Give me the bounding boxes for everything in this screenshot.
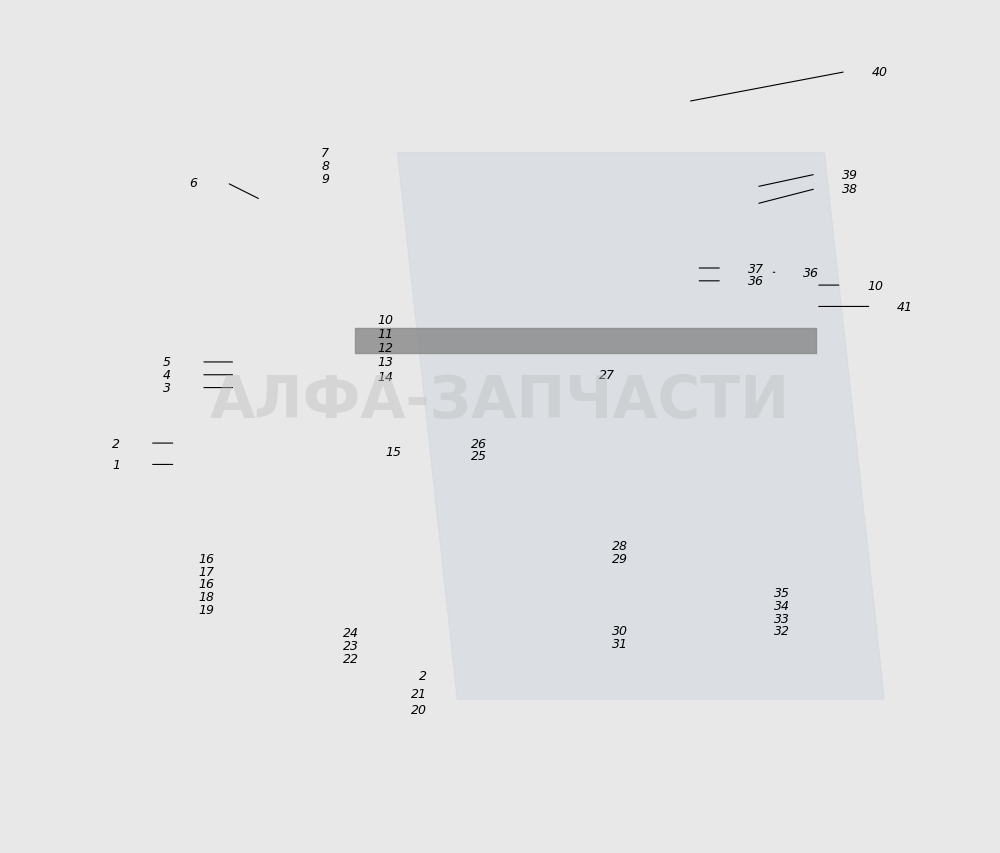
Text: 5: 5 — [163, 356, 171, 369]
Text: 39: 39 — [842, 168, 858, 182]
Text: 1: 1 — [112, 458, 120, 472]
Text: 34: 34 — [774, 599, 790, 612]
Text: 24: 24 — [343, 626, 359, 640]
Text: 7: 7 — [321, 147, 329, 160]
Text: 12: 12 — [377, 341, 393, 355]
Text: 37: 37 — [748, 262, 764, 276]
Text: 17: 17 — [198, 565, 214, 578]
Text: 41: 41 — [897, 300, 913, 314]
Text: 14: 14 — [377, 370, 393, 384]
Text: 9: 9 — [321, 172, 329, 186]
Text: 8: 8 — [321, 160, 329, 173]
Text: 22: 22 — [343, 652, 359, 665]
Text: 33: 33 — [774, 612, 790, 625]
Text: 23: 23 — [343, 639, 359, 653]
Text: 18: 18 — [198, 590, 214, 604]
Text: 4: 4 — [163, 368, 171, 382]
Text: 25: 25 — [471, 450, 487, 463]
Text: 20: 20 — [411, 703, 427, 717]
Text: 36: 36 — [748, 275, 764, 288]
Text: 3: 3 — [163, 381, 171, 395]
Text: 13: 13 — [377, 356, 393, 369]
Text: 21: 21 — [411, 687, 427, 700]
Text: 11: 11 — [377, 328, 393, 341]
Text: 10: 10 — [377, 313, 393, 327]
Text: 2: 2 — [419, 669, 427, 682]
Text: 26: 26 — [471, 437, 487, 450]
Text: 15: 15 — [386, 445, 402, 459]
Polygon shape — [398, 154, 884, 699]
Text: 2: 2 — [112, 437, 120, 450]
Text: 28: 28 — [612, 539, 628, 553]
Text: 32: 32 — [774, 624, 790, 638]
Text: 35: 35 — [774, 586, 790, 600]
Text: АЛФА-ЗАПЧАСТИ: АЛФА-ЗАПЧАСТИ — [210, 373, 790, 429]
Text: 27: 27 — [599, 368, 615, 382]
Text: 19: 19 — [198, 603, 214, 617]
Text: 31: 31 — [612, 637, 628, 651]
Text: 10: 10 — [867, 279, 883, 293]
Text: 6: 6 — [189, 177, 197, 190]
Text: 36: 36 — [803, 266, 819, 280]
Text: 40: 40 — [871, 66, 887, 79]
Text: 16: 16 — [198, 552, 214, 566]
Text: 16: 16 — [198, 577, 214, 591]
Text: 30: 30 — [612, 624, 628, 638]
Text: 29: 29 — [612, 552, 628, 566]
Text: 38: 38 — [842, 183, 858, 196]
